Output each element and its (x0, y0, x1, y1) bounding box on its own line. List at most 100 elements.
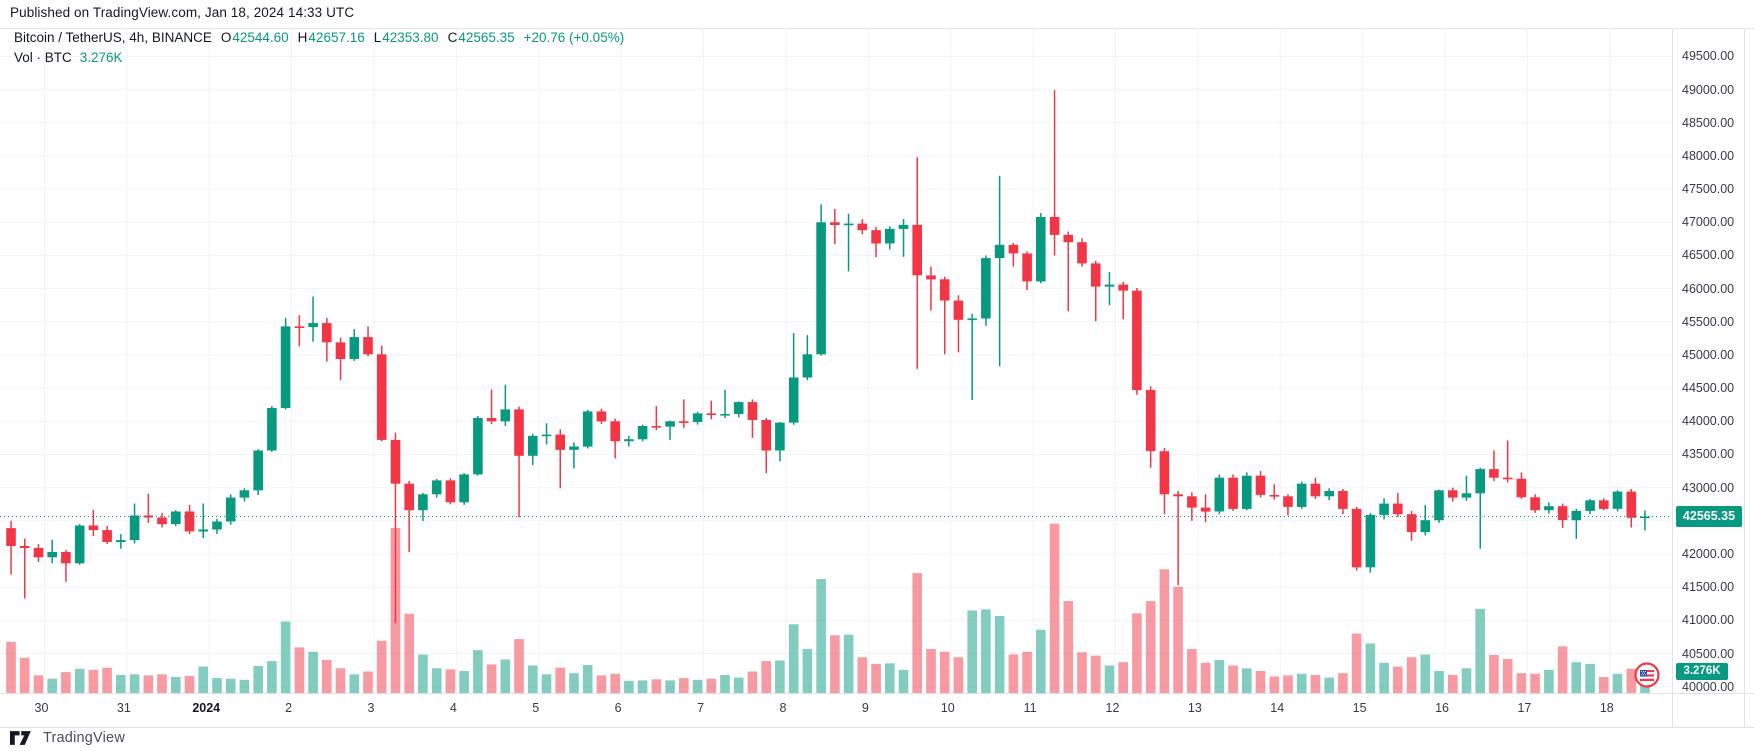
candle-wick (669, 420, 671, 440)
volume-bar (1585, 663, 1595, 693)
time-axis-tick: 8 (779, 701, 787, 715)
candle-body (624, 439, 634, 442)
volume-bar (1612, 673, 1623, 694)
candle-body (1200, 507, 1211, 512)
candle-wick (1108, 272, 1111, 306)
volume-bar (843, 634, 854, 693)
candle-wick (51, 539, 53, 564)
volume-bar (775, 660, 785, 693)
price-axis-tick: 46500.00 (1682, 248, 1735, 263)
volume-bar (322, 660, 332, 693)
tradingview-logo-icon (10, 731, 31, 745)
candle-wick (930, 266, 932, 311)
candle-body (1626, 491, 1637, 518)
time-axis-tick: 5 (532, 701, 540, 715)
candle-body (294, 326, 305, 328)
price-axis-tick: 48000.00 (1682, 148, 1735, 163)
candle-body (953, 300, 964, 320)
volume-bar (500, 659, 511, 693)
volume-bar (1365, 643, 1376, 693)
candle-body (610, 421, 620, 442)
volume-bar (157, 674, 167, 693)
time-axis[interactable]: 30 31 2024 2 3 4 5 6 7 8 9 10 11 12 13 14 15 16 17 18 (0, 693, 1672, 727)
ohlc-close: C 42565.35 (447, 30, 515, 45)
candle-body (994, 244, 1005, 259)
candle-body (280, 326, 291, 408)
candle-wick (710, 400, 712, 420)
volume-bar (665, 680, 675, 693)
candle-body (1036, 217, 1046, 282)
us-flag-event-icon[interactable] (1634, 662, 1660, 688)
volume-bar (514, 639, 524, 693)
candle-body (445, 480, 456, 503)
candle-body (1448, 490, 1458, 498)
candle-body (1008, 244, 1019, 254)
candle-body (747, 402, 758, 420)
candle-wick (998, 175, 1001, 367)
candle-wick (24, 538, 26, 599)
price-axis-tick: 43000.00 (1682, 480, 1735, 495)
tradingview-logo-text[interactable]: TradingView (43, 730, 125, 746)
ohlc-open: O 42544.60 (220, 30, 289, 45)
candle-body (184, 511, 195, 532)
volume-bar (802, 649, 813, 693)
candle-wick (312, 296, 314, 342)
volume-bar (1530, 673, 1540, 694)
candle-wick (545, 423, 548, 445)
candle-wick (1424, 504, 1426, 536)
candle-body (500, 409, 511, 422)
candle-body (349, 337, 360, 359)
volume-bar (1406, 657, 1417, 694)
ohlc-high: H 42657.16 (297, 30, 365, 45)
symbol-title[interactable]: Bitcoin / TetherUS, 4h, BINANCE (14, 30, 212, 45)
candle-wick (683, 399, 685, 428)
price-axis-tick: 47500.00 (1682, 182, 1735, 197)
price-axis-tick: 46000.00 (1682, 281, 1735, 296)
volume-bar (679, 678, 689, 693)
candle-body (843, 223, 854, 226)
volume-bar (1351, 633, 1362, 693)
candle-body (1159, 451, 1170, 495)
price-axis-tick: 45500.00 (1682, 314, 1735, 329)
candle-body (1296, 483, 1307, 507)
price-axis-tick: 44500.00 (1682, 381, 1735, 396)
candle-body (1461, 493, 1472, 498)
candle-body (61, 552, 71, 564)
candle-body (720, 414, 730, 416)
candle-wick (490, 389, 493, 424)
candle-body (1090, 263, 1101, 287)
candle-wick (504, 384, 507, 426)
volume-bar (953, 657, 964, 694)
volume-bar (637, 680, 648, 693)
candle-wick (202, 503, 204, 539)
time-axis-tick: 10 (940, 701, 955, 715)
price-axis-tick: 43500.00 (1682, 447, 1735, 462)
candle-wick (1053, 90, 1056, 256)
volume-bar (1338, 673, 1348, 693)
volume-bar (898, 669, 909, 693)
price-change: +20.76 (+0.05%) (523, 30, 625, 45)
time-axis-tick: 6 (614, 701, 622, 715)
candle-body (830, 222, 840, 225)
price-axis-tick: 45000.00 (1682, 347, 1735, 362)
price-axis-tick: 40000.00 (1682, 679, 1735, 694)
candle-body (404, 483, 414, 511)
volume-bar (761, 661, 771, 693)
volume-bar (74, 668, 85, 693)
price-axis-tick: 49000.00 (1682, 82, 1735, 97)
time-axis-tick: 2 (285, 701, 293, 715)
volume-bar (1159, 569, 1170, 694)
candle-body (857, 223, 868, 231)
candle-body (1283, 496, 1293, 507)
candle-body (939, 279, 950, 301)
candle-wick (957, 295, 960, 353)
candle-body (871, 230, 881, 244)
volume-bar (335, 668, 346, 694)
candle-body (418, 494, 428, 511)
volume-bar (1310, 674, 1321, 693)
price-axis[interactable]: 40000.00 40500.00 41000.00 41500.00 42000.00… (1672, 28, 1754, 693)
candle-body (1269, 495, 1280, 497)
candle-wick (971, 313, 973, 400)
